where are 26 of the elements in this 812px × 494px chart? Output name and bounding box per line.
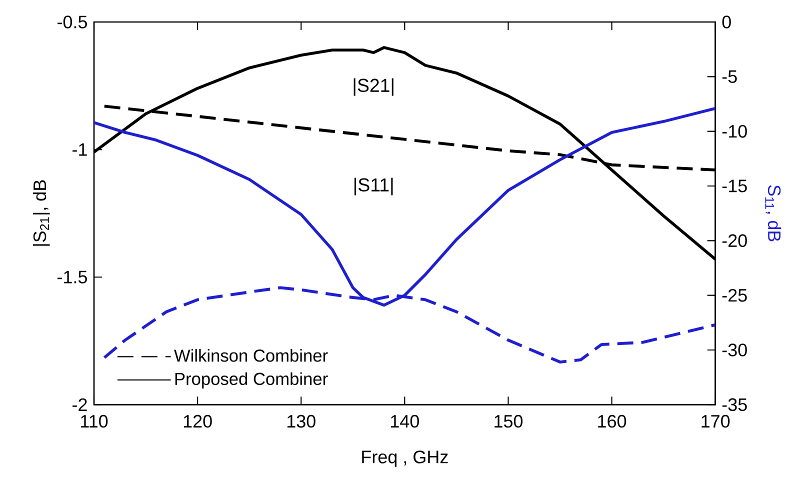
y-tick-label: -0.5 bbox=[58, 16, 87, 28]
y2-tick-label: -15 bbox=[722, 180, 747, 192]
y-tick-label: -2 bbox=[72, 398, 87, 411]
y2-tick-label: 0 bbox=[722, 16, 731, 28]
x-tick-label: 120 bbox=[184, 414, 212, 428]
y2-axis-title: S$_{11}$, dB bbox=[765, 185, 782, 242]
y2-tick-label: -35 bbox=[722, 398, 747, 412]
x-tick-label: 170 bbox=[702, 414, 730, 428]
y2-tick-label: -30 bbox=[722, 344, 747, 356]
legend-label: Wilkinson Combiner bbox=[174, 349, 328, 362]
annotation: |S21| bbox=[354, 78, 394, 96]
y2-tick-label: -25 bbox=[722, 288, 747, 302]
x-tick-label: 150 bbox=[494, 414, 523, 428]
y2-tick-label: -5 bbox=[722, 70, 737, 83]
y-tick-label: -1 bbox=[72, 143, 87, 156]
y-axis-title: |S$_{21}$|, dB bbox=[32, 180, 50, 246]
y2-tick-label: -10 bbox=[722, 124, 747, 138]
y2-tick-label: -20 bbox=[722, 234, 747, 248]
x-tick-label: 110 bbox=[81, 414, 108, 428]
y-tick-label: -1.5 bbox=[58, 270, 87, 284]
x-tick-label: 140 bbox=[391, 414, 419, 428]
legend-label: Proposed Combiner bbox=[175, 372, 328, 388]
x-tick-label: 130 bbox=[287, 414, 316, 428]
x-tick-label: 160 bbox=[598, 414, 626, 428]
x-axis-title: Freq , GHz bbox=[362, 450, 448, 467]
annotation: |S11| bbox=[354, 178, 393, 196]
